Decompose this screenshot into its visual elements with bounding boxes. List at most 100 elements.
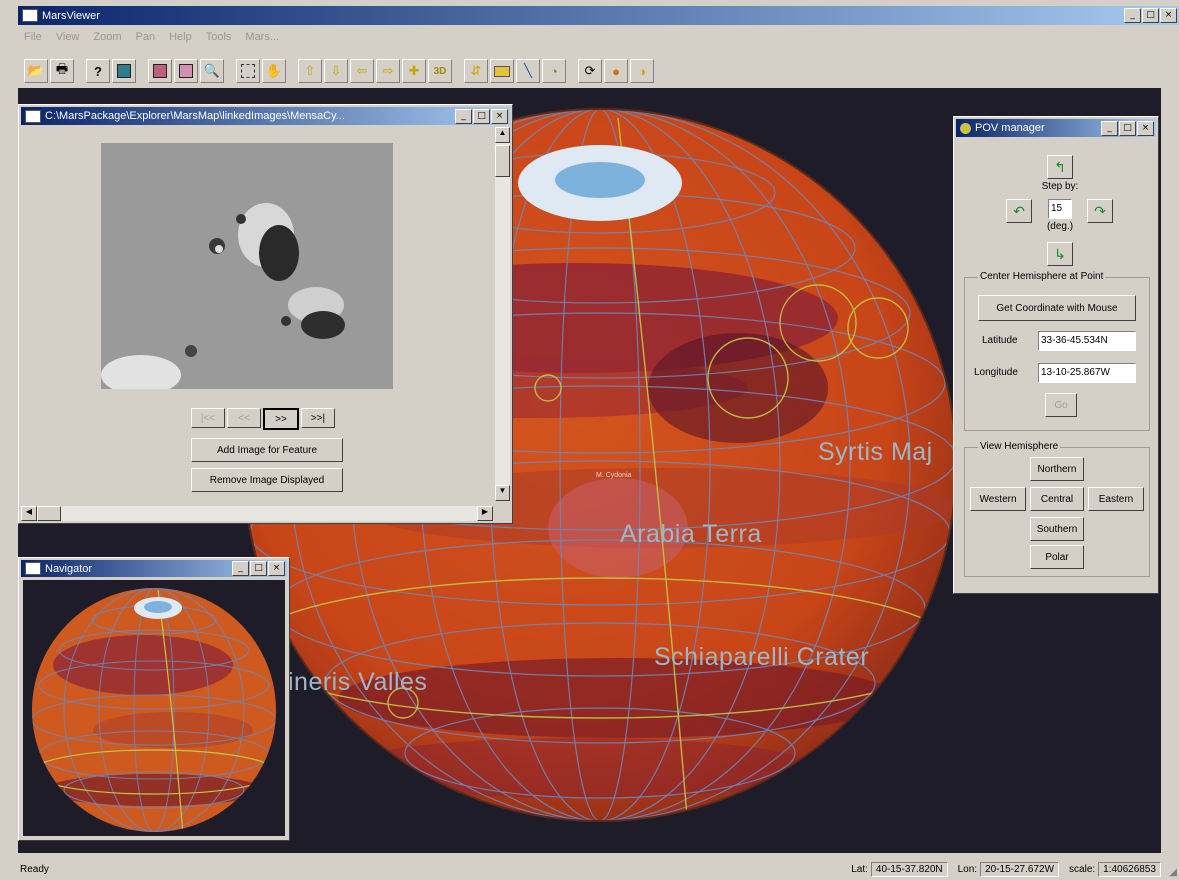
rotate-icon[interactable]: ⟳ [578,59,602,83]
pan-up-icon[interactable]: ⇧ [298,59,322,83]
hscroll-thumb[interactable] [37,506,61,521]
add-image-for-feature-button[interactable]: Add Image for Feature [191,438,343,462]
menu-view[interactable]: View [55,31,80,43]
menu-pan[interactable]: Pan [135,31,156,43]
scroll-thumb[interactable] [495,145,510,177]
first-image-button[interactable]: |<< [191,408,225,428]
zoom-window-icon[interactable] [148,59,172,83]
label-syrtis-major: Syrtis Maj [818,438,933,466]
menu-bar: File View Zoom Pan Help Tools Mars... [18,27,1179,47]
maximize-button[interactable]: □ [1142,8,1159,23]
pov-manager-title: POV manager [975,122,1045,134]
step-by-input[interactable]: 15 [1048,199,1072,219]
navigator-title-bar[interactable]: Navigator _ □ × [21,560,287,577]
next-image-button[interactable]: >> [263,408,299,430]
eastern-button[interactable]: Eastern [1088,487,1144,511]
pov-maximize-button[interactable]: □ [1119,120,1136,136]
navigator-maximize-button[interactable]: □ [250,561,267,576]
image-window-maximize-button[interactable]: □ [473,108,490,124]
lat-readout: 40-15-37.820N [870,861,948,877]
horizontal-scrollbar[interactable]: ◀ ▶ [21,506,493,521]
menu-help[interactable]: Help [169,31,192,43]
zoom-out-icon[interactable] [174,59,198,83]
latitude-input[interactable]: 33-36-45.534N [1038,331,1136,351]
center-icon[interactable]: ✚ [402,59,426,83]
print-icon[interactable]: 🖶 [50,59,74,83]
select-icon[interactable] [236,59,260,83]
pov-manager-panel: POV manager _ □ × ↰ ↶ ↷ ↳ Step by: 15 (d… [953,116,1159,594]
legend-icon[interactable]: ⇵ [464,59,488,83]
vertical-scrollbar[interactable]: ▲ ▼ [495,127,510,501]
scale-readout: 1:40626853 [1098,861,1161,877]
menu-mars[interactable]: Mars... [245,31,280,43]
minimize-button[interactable]: _ [1124,8,1141,23]
menu-file[interactable]: File [24,31,42,43]
label-icon[interactable] [490,59,514,83]
pan-down-icon[interactable]: ⇩ [324,59,348,83]
image-window-close-button[interactable]: × [491,108,508,124]
face-on-mars-photo [101,143,393,389]
rotate-west-button[interactable]: ↶ [1006,199,1032,223]
pan-hand-icon[interactable]: ✋ [262,59,286,83]
close-button[interactable]: × [1160,8,1177,23]
pov-close-button[interactable]: × [1137,120,1154,136]
longitude-input[interactable]: 13-10-25.867W [1038,363,1136,383]
navigator-minimize-button[interactable]: _ [232,561,249,576]
menu-tools[interactable]: Tools [205,31,232,43]
identify-icon[interactable]: ◔ [542,59,566,83]
lon-label: Lon: [957,863,978,875]
lat-label: Lat: [851,863,868,875]
measure-icon[interactable]: ╲ [516,59,540,83]
pov-manager-title-bar[interactable]: POV manager _ □ × [956,119,1156,137]
scroll-right-button[interactable]: ▶ [477,506,493,521]
status-bar: Ready Lat: 40-15-37.820N Lon: 20-15-27.6… [18,858,1179,880]
step-by-label: Step by: [1041,181,1079,192]
app-icon [22,9,38,22]
scroll-left-button[interactable]: ◀ [21,506,37,521]
label-marineris-valles: ineris Valles [288,668,428,696]
resize-grip-icon[interactable]: ◢ [1169,867,1177,878]
label-small-feature: M. Cydonia [596,472,632,479]
scroll-down-button[interactable]: ▼ [495,485,510,501]
go-button[interactable]: Go [1045,393,1077,417]
pov-minimize-button[interactable]: _ [1101,120,1118,136]
center-hemisphere-label: Center Hemisphere at Point [978,271,1106,282]
latitude-label: Latitude [982,335,1018,346]
southern-button[interactable]: Southern [1030,517,1084,541]
rotate-south-button[interactable]: ↳ [1047,242,1073,266]
main-title-bar[interactable]: MarsViewer _ □ × [18,6,1179,25]
northern-button[interactable]: Northern [1030,457,1084,481]
lon-readout: 20-15-27.672W [980,861,1060,877]
polar-button[interactable]: Polar [1030,545,1084,569]
previous-image-button[interactable]: << [227,408,261,428]
longitude-label: Longitude [974,367,1018,378]
navigator-window: Navigator _ □ × [18,557,290,841]
label-schiaparelli-crater: Schiaparelli Crater [654,643,870,671]
remove-image-displayed-button[interactable]: Remove Image Displayed [191,468,343,492]
layers-icon[interactable] [112,59,136,83]
central-button[interactable]: Central [1030,487,1084,511]
navigator-icon [25,562,41,575]
image-window-icon [25,109,41,123]
zoom-in-icon[interactable]: 🔍 [200,59,224,83]
navigator-globe[interactable] [23,580,285,836]
view-hemisphere-label: View Hemisphere [978,441,1061,452]
rotate-north-button[interactable]: ↰ [1047,155,1073,179]
last-image-button[interactable]: >>| [301,408,335,428]
pan-right-icon[interactable]: ⇨ [376,59,400,83]
globe-icon[interactable]: ● [604,59,628,83]
menu-zoom[interactable]: Zoom [93,31,122,43]
view-3d-icon[interactable]: 3D [428,59,452,83]
navigator-close-button[interactable]: × [268,561,285,576]
image-window-title-bar[interactable]: C:\MarsPackage\Explorer\MarsMap\linkedIm… [21,107,510,125]
get-coordinate-button[interactable]: Get Coordinate with Mouse [978,295,1136,321]
western-button[interactable]: Western [970,487,1026,511]
pan-left-icon[interactable]: ⇦ [350,59,374,83]
rotate-east-button[interactable]: ↷ [1087,199,1113,223]
help-icon[interactable]: ? [86,59,110,83]
image-window-minimize-button[interactable]: _ [455,108,472,124]
scroll-up-button[interactable]: ▲ [495,127,510,143]
open-icon[interactable]: 📂 [24,59,48,83]
toolbar: 📂 🖶 ? 🔍 ✋ ⇧ ⇩ ⇦ ⇨ ✚ 3D ⇵ ╲ ◔ ⟳ ● ◑ [24,56,656,86]
refresh-icon[interactable]: ◑ [630,59,654,83]
